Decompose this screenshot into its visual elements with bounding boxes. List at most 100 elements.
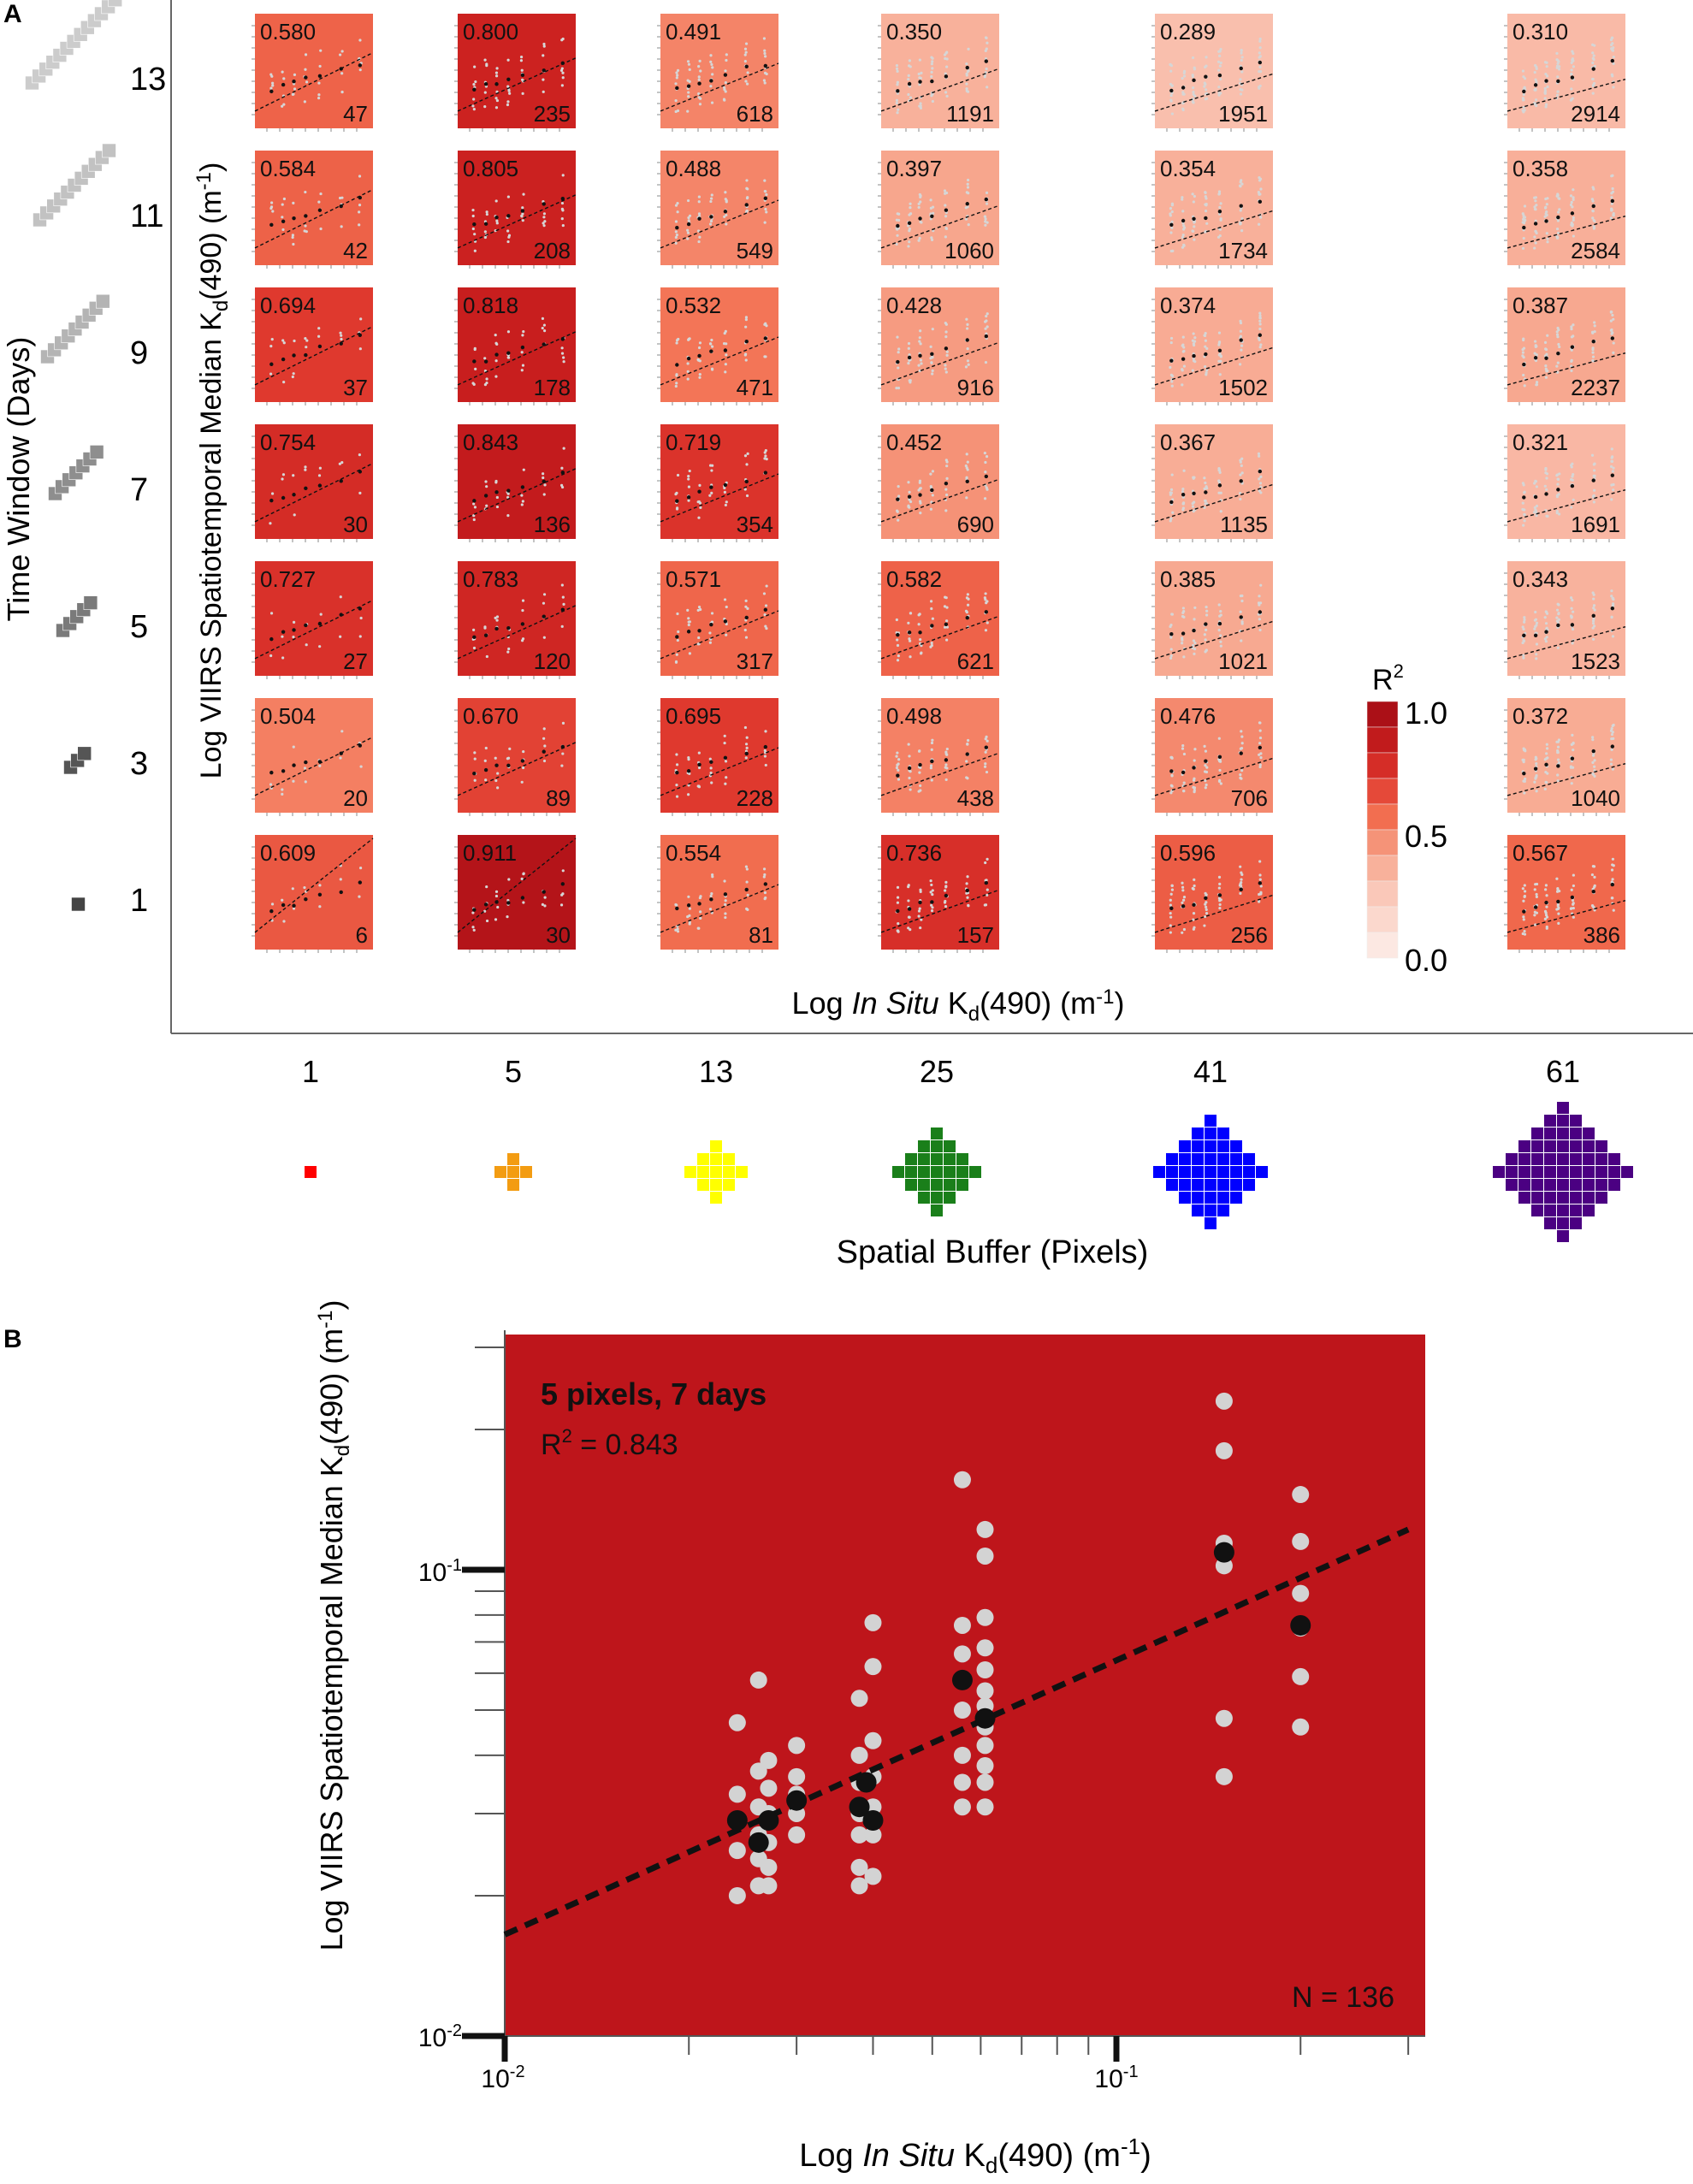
cell-gray-point [1204, 195, 1207, 198]
cell-gray-point [1523, 219, 1526, 222]
cell-median-point [965, 338, 969, 342]
cell-gray-point [1570, 888, 1573, 891]
cell-fit-line [880, 341, 1000, 386]
buffer-pixel [1242, 1152, 1256, 1166]
cell-gray-point [522, 749, 525, 754]
cell-gray-point [1169, 755, 1173, 760]
cell-gray-point [1592, 624, 1596, 628]
cell-gray-point [710, 612, 714, 615]
cell-gray-point [1571, 627, 1575, 631]
buffer-pixel [1556, 1165, 1570, 1179]
cell-gray-point [1170, 384, 1174, 388]
cell-gray-point [1204, 481, 1207, 485]
cell-n-label: 89 [546, 785, 571, 811]
cell-gray-point [1556, 361, 1560, 364]
cell-median-point [520, 485, 525, 489]
cell-gray-point [908, 379, 911, 382]
cell-gray-point [675, 507, 679, 511]
cell-gray-point [1240, 216, 1244, 221]
colorbar-tick-0-5: 0.5 [1405, 819, 1447, 854]
cell-median-point [896, 89, 900, 93]
cell-gray-point [674, 903, 678, 907]
cell-gray-point [1522, 627, 1525, 631]
cell-gray-point [1570, 61, 1573, 65]
cell-gray-point [1204, 65, 1207, 68]
cell-gray-point [967, 47, 970, 50]
buffer-pixel [968, 1165, 982, 1179]
cell-gray-point [966, 593, 969, 596]
heatmap-cell-background [1155, 835, 1273, 950]
cell-gray-point [1555, 740, 1559, 743]
cell-gray-point [1610, 36, 1613, 39]
cell-gray-point [471, 208, 475, 212]
cell-r2-label: 0.843 [463, 429, 518, 455]
buffer-pixel [1595, 1191, 1608, 1204]
cell-gray-point [896, 885, 900, 889]
cell-gray-point [688, 214, 692, 217]
buffer-pixel [1191, 1165, 1205, 1179]
cell-gray-point [282, 197, 286, 201]
cell-n-label: 235 [534, 101, 571, 127]
cell-median-point [1204, 759, 1208, 763]
scatter-point-gray [1215, 1441, 1233, 1459]
cell-gray-point [763, 891, 767, 895]
cell-gray-point [507, 89, 511, 92]
cell-gray-point [1521, 109, 1524, 112]
cell-gray-point [542, 42, 546, 46]
cell-gray-point [1182, 92, 1186, 96]
buffer-pixel [696, 1178, 710, 1192]
cell-median-point [709, 897, 713, 902]
cell-gray-point [1218, 778, 1222, 782]
cell-gray-point [943, 189, 947, 192]
cell-gray-point [908, 353, 911, 357]
cell-gray-point [1258, 55, 1262, 58]
cell-gray-point [506, 100, 510, 104]
cell-gray-point [1217, 359, 1221, 363]
cell-n-label: 1523 [1571, 648, 1620, 674]
cell-gray-point [472, 83, 476, 86]
cell-fit-line [660, 199, 779, 249]
cell-gray-point [675, 491, 678, 495]
cell-gray-point [1610, 498, 1613, 501]
buffer-pixel [1178, 1165, 1192, 1179]
cell-gray-point [1193, 790, 1196, 794]
cell-gray-point [764, 448, 767, 453]
cell-gray-point [1169, 340, 1173, 345]
cell-gray-point [560, 485, 565, 489]
cell-gray-point [710, 197, 713, 200]
cell-gray-point [1257, 601, 1261, 605]
cell-gray-point [709, 85, 713, 88]
cell-n-label: 1135 [1220, 512, 1268, 537]
cell-n-label: 1734 [1218, 238, 1268, 263]
cell-gray-point [944, 192, 947, 195]
cell-fit-line [660, 336, 779, 386]
cell-n-label: 690 [957, 512, 994, 537]
cell-gray-point [1522, 337, 1525, 340]
cell-gray-point [1218, 212, 1222, 216]
cell-gray-point [520, 877, 524, 880]
cell-gray-point [1193, 777, 1196, 780]
cell-gray-point [930, 607, 933, 611]
cell-gray-point [1171, 498, 1175, 501]
cell-gray-point [1258, 346, 1262, 349]
cell-n-label: 1951 [1218, 101, 1268, 127]
cell-gray-point [541, 317, 545, 320]
cell-gray-point [745, 179, 749, 182]
cell-r2-label: 0.476 [1160, 703, 1216, 729]
cell-median-point [930, 900, 934, 904]
cell-gray-point [674, 235, 678, 240]
cell-gray-point [495, 219, 499, 222]
cell-gray-point [1546, 514, 1549, 518]
buffer-pixel [943, 1139, 956, 1153]
cell-gray-point [930, 236, 933, 240]
cell-gray-point [762, 592, 767, 595]
cell-median-point [744, 751, 749, 756]
scatter-point-gray [976, 1682, 994, 1700]
cell-gray-point [1591, 216, 1595, 220]
cell-gray-point [897, 518, 900, 522]
cell-gray-point [1521, 507, 1524, 512]
cell-gray-point [907, 481, 910, 484]
cell-gray-point [743, 628, 747, 632]
cell-gray-point [1611, 49, 1615, 52]
